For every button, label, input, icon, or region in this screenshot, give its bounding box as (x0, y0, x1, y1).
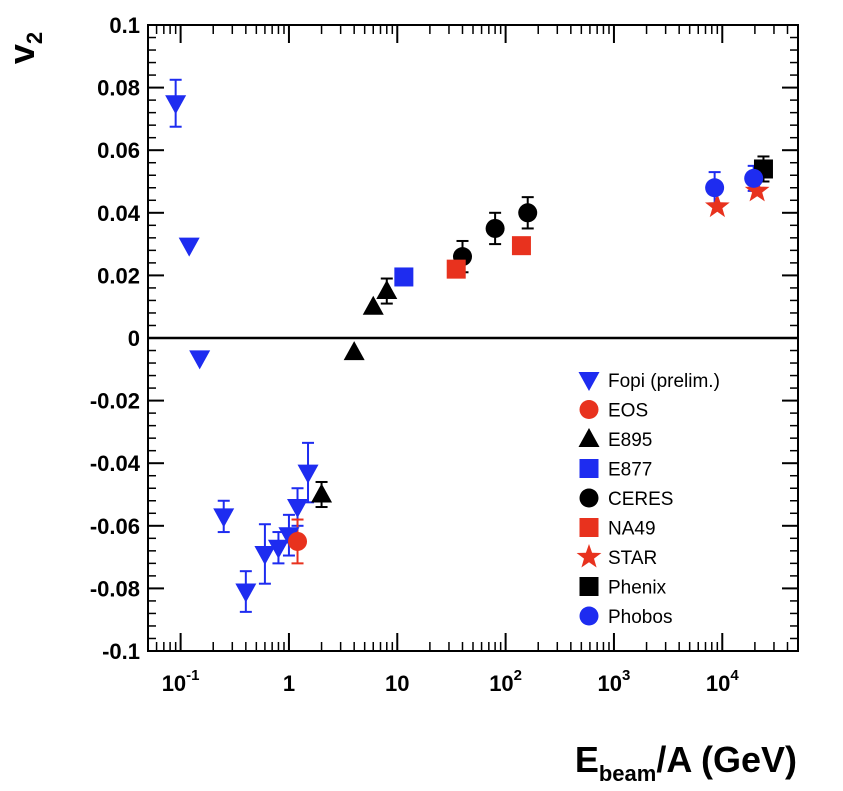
y-tick-label: -0.02 (90, 389, 140, 414)
fopi-prelim-point (189, 350, 211, 370)
fopi-prelim-point (165, 95, 187, 115)
star-point (705, 193, 730, 218)
legend-label-star: STAR (608, 548, 657, 569)
phobos-point (744, 168, 764, 188)
e895-point (362, 295, 384, 315)
legend-label-na49: NA49 (608, 519, 656, 540)
fopi-prelim-point (254, 545, 276, 565)
y-axis-title: v2 (1, 32, 47, 64)
fopi-prelim-point (178, 237, 200, 257)
legend-marker-phenix (579, 577, 599, 596)
ceres-point (518, 203, 538, 223)
legend-label-e895: E895 (608, 430, 652, 451)
fopi-prelim-point (235, 583, 257, 603)
y-tick-label: -0.06 (90, 514, 140, 539)
y-tick-label: -0.08 (90, 576, 140, 601)
y-tick-label: 0.08 (97, 76, 140, 101)
legend-label-ceres: CERES (608, 489, 673, 510)
fopi-prelim-point (213, 508, 235, 528)
x-axis-title: Ebeam/A (GeV) (575, 739, 797, 786)
y-tick-label: 0.04 (97, 201, 141, 226)
e895-point (343, 341, 365, 361)
star-point (744, 177, 770, 202)
x-axis-title-main: E (575, 739, 599, 780)
legend-marker-e877 (579, 459, 599, 478)
x-tick-label: 102 (489, 667, 522, 696)
legend-marker-fopi-prelim (578, 372, 600, 391)
legend-marker-ceres (579, 488, 599, 508)
x-axis-title-rest: /A (GeV) (656, 739, 797, 780)
legend-label-fopi-prelim: Fopi (prelim.) (608, 371, 720, 392)
x-tick-label: 104 (706, 667, 739, 696)
legend-marker-e895 (578, 428, 600, 447)
legend-marker-phobos (579, 606, 599, 626)
legend-label-phenix: Phenix (608, 578, 667, 599)
y-tick-label: 0 (128, 326, 140, 351)
e895-point (376, 280, 398, 300)
fopi-prelim-point (297, 464, 319, 484)
legend-marker-star (576, 544, 602, 568)
eos-point (288, 531, 308, 551)
fopi-prelim-point (287, 499, 309, 519)
fopi-prelim-point (278, 527, 300, 547)
ceres-point (485, 218, 505, 238)
y-tick-label: 0.06 (97, 138, 140, 163)
y-tick-label: -0.04 (90, 451, 141, 476)
y-axis-title-sub: 2 (22, 32, 47, 44)
x-axis-title-sub: beam (599, 761, 656, 786)
fopi-prelim-point (267, 539, 289, 559)
na49-point (446, 259, 466, 279)
x-tick-label: 103 (598, 667, 631, 696)
legend-marker-na49 (579, 518, 599, 537)
e895-point (311, 483, 333, 503)
na49-point (511, 236, 531, 256)
phobos-point (705, 178, 725, 198)
y-tick-label: -0.1 (102, 639, 140, 664)
y-axis-title-main: v (1, 44, 42, 64)
legend-label-phobos: Phobos (608, 607, 672, 628)
legend-label-e877: E877 (608, 460, 652, 481)
x-tick-label: 10 (385, 671, 409, 696)
x-tick-label: 10-1 (162, 667, 200, 696)
y-tick-label: 0.02 (97, 263, 140, 288)
legend-label-eos: EOS (608, 401, 648, 422)
y-tick-label: 0.1 (109, 13, 140, 38)
legend-marker-eos (579, 400, 599, 419)
x-tick-label: 1 (283, 671, 295, 696)
e877-point (394, 267, 414, 287)
